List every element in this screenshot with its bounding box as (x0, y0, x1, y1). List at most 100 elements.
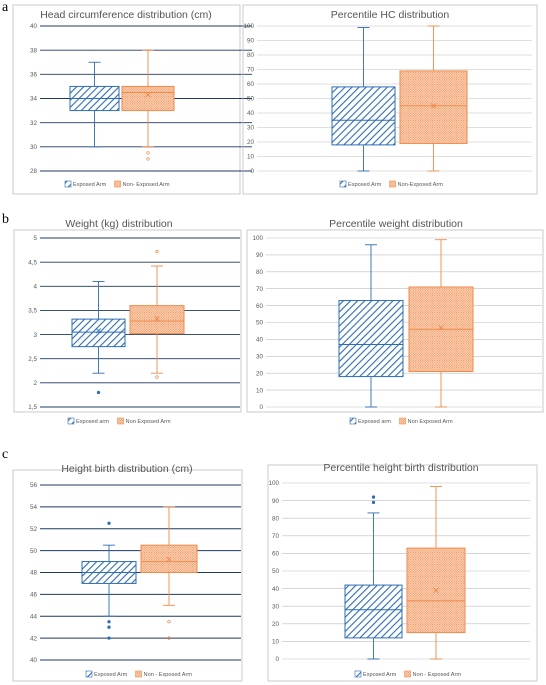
box-nonexposed (140, 506, 198, 640)
legend-swatch (67, 417, 75, 425)
y-tick-label: 1,5 (28, 404, 37, 411)
legend-swatch (64, 180, 72, 188)
legend-swatch (389, 180, 396, 188)
mean-marker (154, 316, 160, 322)
outlier-point (146, 157, 150, 161)
y-tick-label: 44 (30, 613, 38, 620)
chart-title: Weight (kg) distribution (65, 218, 172, 230)
y-tick-label: 40 (30, 23, 38, 30)
y-tick-label: 20 (272, 621, 280, 628)
chart-1: Head circumference distribution (cm) 28 30… (12, 4, 252, 195)
legend: Exposed arm Non Exposed Arm (67, 417, 171, 425)
panel-letter-c: c (2, 447, 8, 462)
box-exposed (71, 281, 126, 395)
legend: Exposed arm Non Exposed Arm (349, 417, 453, 425)
chart-frame (242, 4, 538, 195)
y-tick-label: 30 (30, 144, 38, 151)
legend-label: Exposed Arm (94, 672, 128, 678)
y-tick-label: 0 (275, 656, 279, 663)
outlier-point (107, 521, 111, 525)
y-tick-label: 30 (256, 354, 264, 361)
y-tick-label: 30 (272, 603, 280, 610)
y-tick-label: 40 (272, 586, 280, 593)
y-tick-label: 60 (247, 81, 255, 88)
box-nonexposed (399, 25, 468, 172)
y-tick-label: 32 (30, 120, 38, 127)
outlier-point (155, 375, 159, 379)
chart-frame (12, 4, 241, 195)
outlier-point (96, 390, 101, 395)
y-tick-label: 50 (272, 568, 280, 575)
y-tick-label: 34 (30, 96, 38, 103)
legend-label: Non - Exposed Arm (413, 672, 462, 678)
mean-marker (145, 92, 151, 98)
y-tick-label: 52 (30, 526, 38, 533)
y-tick-label: 38 (30, 47, 38, 54)
y-tick-label: 46 (30, 592, 38, 599)
y-tick-label: 10 (256, 387, 264, 394)
chart-6: Percentile height birth distribution 0 10 2… (267, 462, 538, 682)
y-tick-label: 70 (272, 533, 280, 540)
y-tick-label: 3 (33, 332, 37, 339)
y-tick-label: 40 (256, 337, 264, 344)
chart-5: Height birth distribution (cm) 40 42 44 46 48… (12, 463, 243, 682)
mean-marker (166, 556, 172, 562)
box-iqr (344, 584, 403, 639)
y-tick-label: 2,5 (28, 356, 37, 363)
y-tick-label: 50 (30, 548, 38, 555)
outlier-point (107, 620, 111, 624)
legend-swatch (117, 417, 124, 425)
box-nonexposed (129, 249, 185, 379)
box-nonexposed (408, 239, 474, 408)
y-tick-label: 90 (256, 252, 264, 259)
legend: Exposed Arm Non - Exposed Arm (85, 670, 193, 678)
box-iqr (121, 85, 175, 112)
y-tick-label: 28 (30, 168, 38, 175)
y-tick-label: 20 (247, 139, 255, 146)
y-tick-label: 30 (247, 125, 255, 132)
y-tick-label: 3,5 (28, 308, 37, 315)
y-tick-label: 60 (272, 551, 280, 558)
mean-marker (430, 103, 437, 109)
y-tick-label: 20 (256, 370, 264, 377)
y-tick-label: 100 (252, 235, 263, 242)
y-tick-label: 60 (256, 303, 264, 310)
y-tick-label: 80 (247, 52, 255, 59)
panel-letter-a: a (2, 0, 9, 15)
y-tick-label: 90 (247, 38, 255, 45)
legend-label: Exposed arm (358, 419, 391, 425)
legend-label: Non - Exposed Arm (144, 672, 193, 678)
legend-label: Non Exposed Arm (126, 419, 171, 425)
legend-label: Exposed Arm (73, 182, 107, 188)
charts: Head circumference distribution (cm)2830… (12, 4, 544, 682)
y-tick-label: 100 (243, 23, 254, 30)
y-tick-label: 5 (33, 235, 37, 242)
y-tick-label: 70 (247, 67, 255, 74)
y-tick-label: 80 (272, 515, 280, 522)
legend: Exposed Arm Non- Exposed Arm (64, 180, 170, 188)
box-exposed (344, 495, 403, 660)
y-tick-label: 48 (30, 570, 38, 577)
y-tick-label: 4,5 (28, 259, 37, 266)
y-tick-label: 90 (272, 498, 280, 505)
outlier-point (167, 620, 171, 624)
box-exposed (81, 521, 137, 640)
box-nonexposed (406, 486, 466, 660)
outlier-point (107, 625, 111, 629)
box-iqr (338, 300, 404, 378)
legend-swatch (354, 670, 362, 678)
box-exposed (338, 244, 404, 408)
legend-swatch (349, 417, 357, 425)
panel-letter-b: b (2, 212, 9, 227)
mean-marker (433, 587, 439, 593)
legend-label: Non-Exposed Arm (398, 182, 444, 188)
chart-title: Height birth distribution (cm) (61, 463, 192, 475)
box-iqr (129, 305, 185, 335)
box-nonexposed (121, 49, 175, 161)
chart-3: Weight (kg) distribution 1,5 2 2,5 3 3,5 4 4,5 5… (13, 218, 242, 425)
y-tick-label: 10 (272, 639, 280, 646)
legend: Exposed Arm Non-Exposed Arm (339, 180, 444, 188)
legend-label: Exposed arm (76, 419, 109, 425)
legend-label: Exposed Arm (363, 672, 397, 678)
